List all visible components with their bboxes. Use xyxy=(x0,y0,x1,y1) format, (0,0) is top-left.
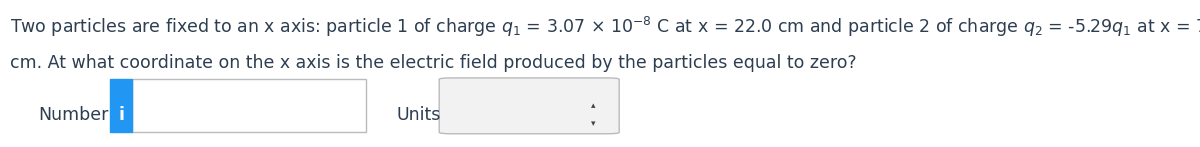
Text: i: i xyxy=(118,106,125,124)
FancyBboxPatch shape xyxy=(439,78,619,134)
Text: cm. At what coordinate on the x axis is the electric field produced by the parti: cm. At what coordinate on the x axis is … xyxy=(10,54,857,72)
FancyBboxPatch shape xyxy=(110,79,132,132)
Text: Units: Units xyxy=(396,106,440,124)
Text: ▾: ▾ xyxy=(590,119,595,128)
Text: Two particles are fixed to an x axis: particle 1 of charge $q_1$ = 3.07 × 10$^{-: Two particles are fixed to an x axis: pa… xyxy=(10,14,1200,39)
Text: Number: Number xyxy=(38,106,109,124)
Text: ▴: ▴ xyxy=(590,101,595,110)
FancyBboxPatch shape xyxy=(132,79,366,132)
